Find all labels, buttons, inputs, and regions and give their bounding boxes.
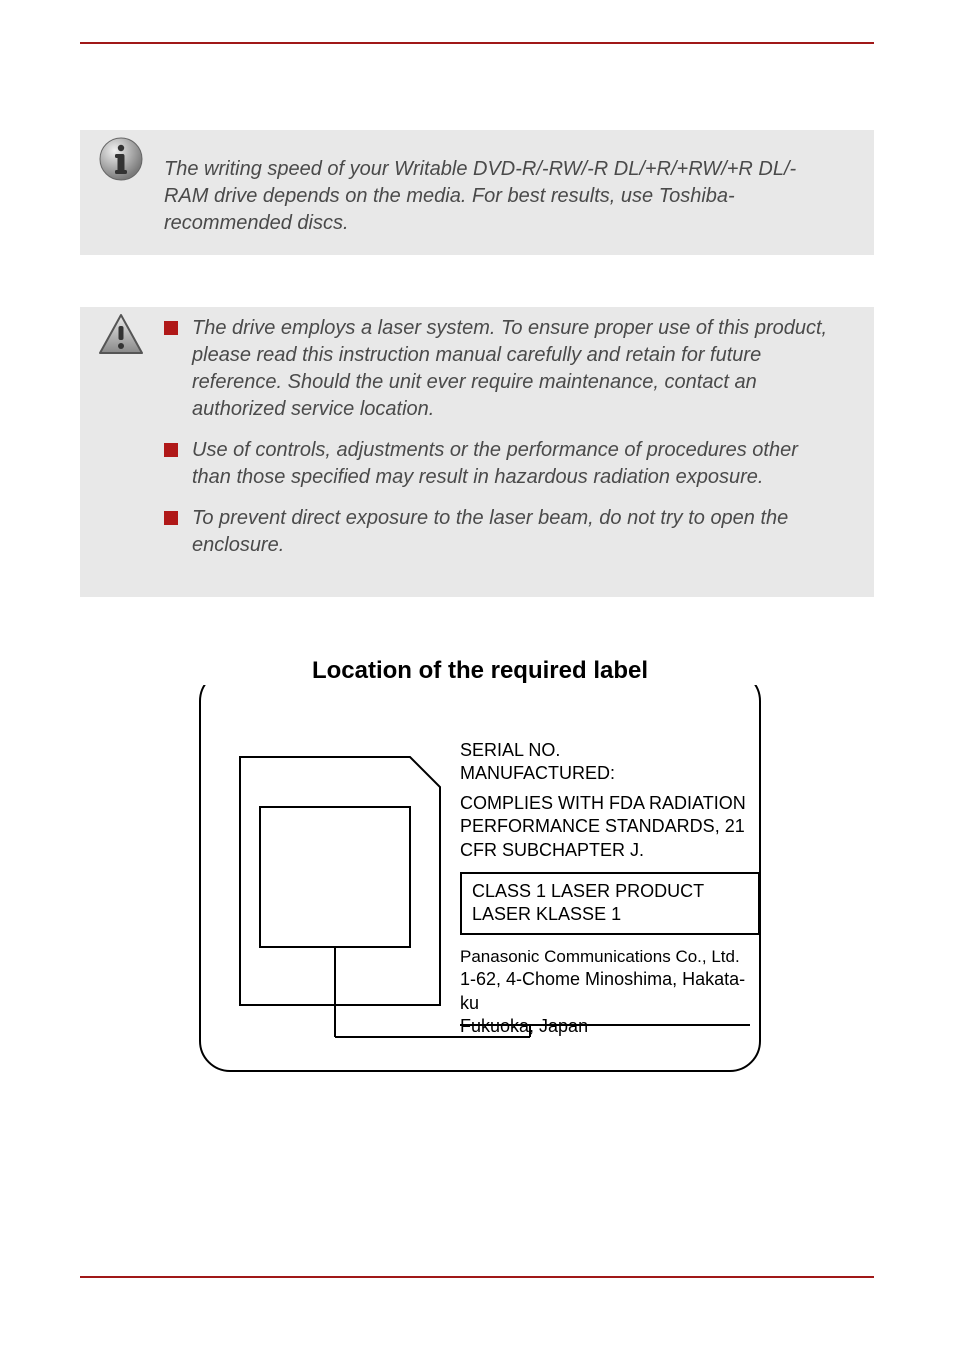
warning-text-3: To prevent direct exposure to the laser … [192,505,840,559]
warning-item-1: The drive employs a laser system. To ens… [164,315,840,423]
info-icon [98,136,144,182]
warning-item-3: To prevent direct exposure to the laser … [164,505,840,559]
label-text-block: SERIAL NO. MANUFACTURED: COMPLIES WITH F… [460,739,760,1038]
diagram-title: Location of the required label [190,657,770,685]
bullet-icon [164,443,178,457]
mfr-name: Panasonic Communications Co., Ltd. [460,945,760,968]
note-box: The writing speed of your Writable DVD-R… [80,130,874,255]
serial-label: SERIAL NO. [460,739,760,762]
warning-icon [98,313,144,355]
mfr-block: Panasonic Communications Co., Ltd. 1-62,… [460,945,760,1039]
warning-text-2: Use of controls, adjustments or the perf… [192,437,840,491]
top-divider [80,42,874,44]
bullet-icon [164,511,178,525]
manufactured-label: MANUFACTURED: [460,762,760,785]
note-body: The writing speed of your Writable DVD-R… [164,156,840,237]
bullet-icon [164,321,178,335]
class1-line2: LASER KLASSE 1 [472,903,748,926]
warning-box: The drive employs a laser system. To ens… [80,307,874,597]
warning-text-1: The drive employs a laser system. To ens… [192,315,840,423]
label-diagram: Location of the required label SERIAL NO… [190,657,770,1077]
mfr-addr1: 1-62, 4-Chome Minoshima, Hakata-ku [460,968,760,1015]
warning-item-2: Use of controls, adjustments or the perf… [164,437,840,491]
mfr-addr2: Fukuoka, Japan [460,1015,760,1038]
class1-line1: CLASS 1 LASER PRODUCT [472,880,748,903]
bottom-divider [80,1276,874,1278]
compliance-text: COMPLIES WITH FDA RADIATION PERFORMANCE … [460,792,760,862]
class1-box: CLASS 1 LASER PRODUCT LASER KLASSE 1 [460,872,760,935]
